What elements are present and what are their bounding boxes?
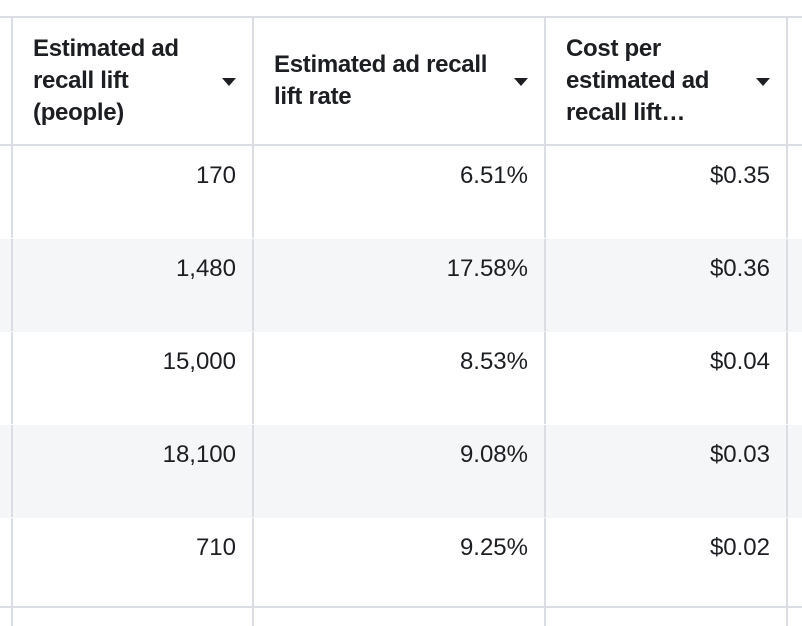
cell-lift-people: 1,480 (13, 239, 254, 331)
cell-value: 9.08% (459, 441, 528, 468)
footer-cell (13, 608, 254, 626)
cell-lift-rate: 17.58% (254, 239, 546, 331)
footer-cell (546, 608, 788, 626)
cell-cost: $0.35 (546, 146, 788, 238)
row-spacer (0, 518, 13, 610)
table-row: 18,100 9.08% $0.03 (0, 425, 802, 518)
cell-value: 6.51% (459, 162, 528, 189)
caret-down-icon[interactable] (514, 78, 528, 86)
cell-lift-rate: 9.08% (254, 425, 546, 517)
header-spacer (0, 18, 13, 144)
row-spacer (788, 239, 802, 331)
cell-lift-people: 710 (13, 518, 254, 610)
row-spacer (788, 146, 802, 238)
column-header-ad-recall-lift-people[interactable]: Estimated ad recall lift (people) (13, 18, 254, 144)
cell-lift-people: 18,100 (13, 425, 254, 517)
cell-cost: $0.03 (546, 425, 788, 517)
column-header-label: Cost per estimated ad recall lift… (566, 35, 710, 126)
table-row: 1,480 17.58% $0.36 (0, 239, 802, 332)
cell-value: 9.25% (459, 534, 528, 561)
cell-lift-rate: 6.51% (254, 146, 546, 238)
table-row: 710 9.25% $0.02 (0, 518, 802, 611)
row-spacer (788, 518, 802, 610)
table-row: 170 6.51% $0.35 (0, 146, 802, 239)
table-header: Estimated ad recall lift (people) Estima… (0, 18, 802, 146)
cell-value: 15,000 (162, 348, 236, 375)
caret-down-icon[interactable] (756, 78, 770, 86)
cell-cost: $0.02 (546, 518, 788, 610)
column-header-label: Estimated ad recall lift rate (274, 51, 488, 110)
row-spacer (0, 146, 13, 238)
cell-value: 17.58% (446, 255, 528, 282)
cell-value: $0.02 (709, 534, 770, 561)
row-spacer (788, 425, 802, 517)
table-row: 15,000 8.53% $0.04 (0, 332, 802, 425)
cell-lift-people: 170 (13, 146, 254, 238)
column-header-cost-per-ad-recall-lift[interactable]: Cost per estimated ad recall lift… (546, 18, 788, 144)
cell-lift-rate: 8.53% (254, 332, 546, 424)
cell-lift-people: 15,000 (13, 332, 254, 424)
cell-value: 710 (195, 534, 236, 561)
caret-down-icon[interactable] (222, 78, 236, 86)
table-footer-row (0, 606, 802, 626)
row-spacer (788, 332, 802, 424)
row-spacer (788, 608, 802, 626)
column-header-label: Estimated ad recall lift (people) (33, 35, 179, 126)
footer-cell (254, 608, 546, 626)
data-table: Estimated ad recall lift (people) Estima… (0, 16, 802, 611)
cell-value: 170 (195, 162, 236, 189)
row-spacer (0, 239, 13, 331)
cell-cost: $0.36 (546, 239, 788, 331)
cell-cost: $0.04 (546, 332, 788, 424)
cell-value: $0.36 (709, 255, 770, 282)
header-spacer (788, 18, 802, 144)
row-spacer (0, 608, 13, 626)
cell-value: 18,100 (162, 441, 236, 468)
row-spacer (0, 332, 13, 424)
cell-lift-rate: 9.25% (254, 518, 546, 610)
column-header-ad-recall-lift-rate[interactable]: Estimated ad recall lift rate (254, 18, 546, 144)
cell-value: $0.04 (709, 348, 770, 375)
cell-value: 1,480 (175, 255, 236, 282)
cell-value: 8.53% (459, 348, 528, 375)
cell-value: $0.35 (709, 162, 770, 189)
row-spacer (0, 425, 13, 517)
cell-value: $0.03 (709, 441, 770, 468)
